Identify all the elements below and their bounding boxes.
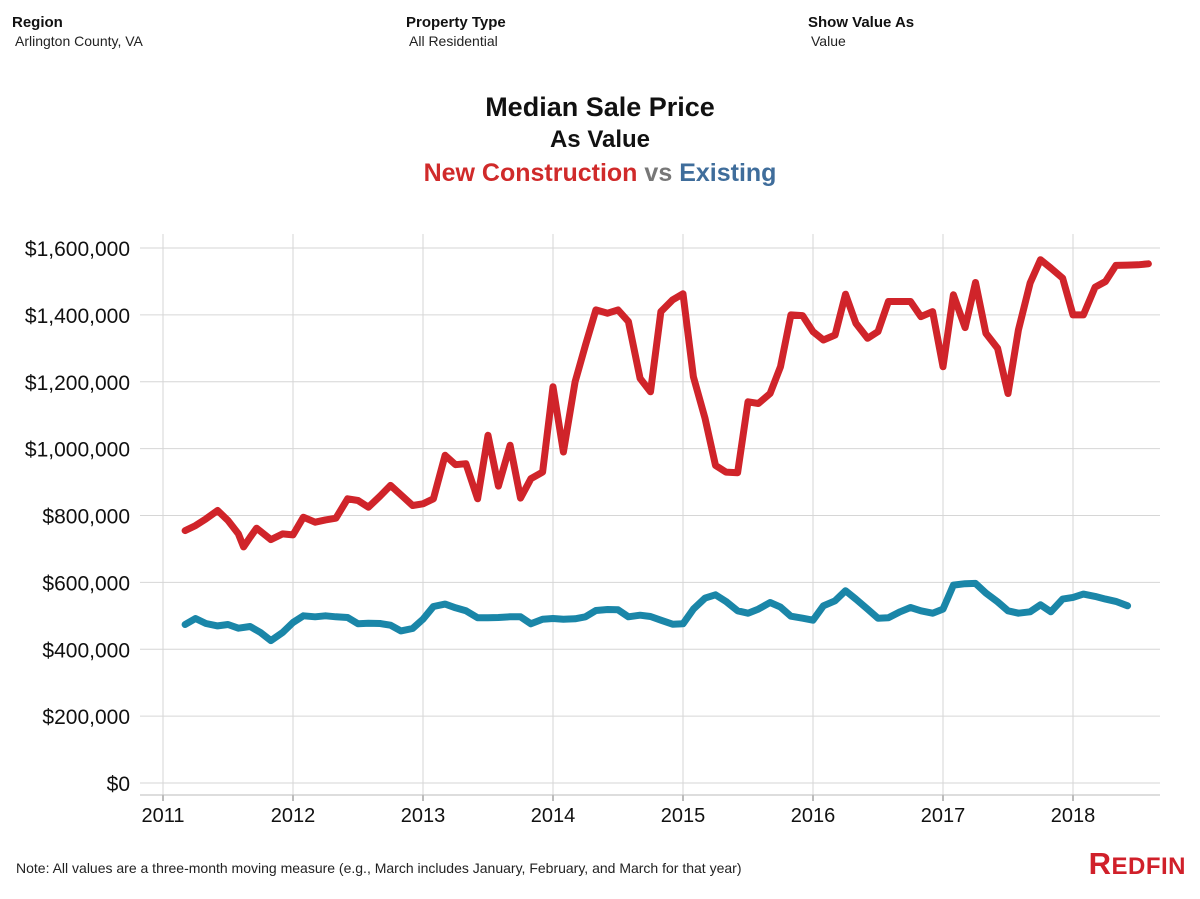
x-tick-label: 2011 — [141, 805, 184, 827]
y-tick-label: $400,000 — [42, 639, 130, 662]
footnote: Note: All values are a three-month movin… — [16, 860, 742, 876]
x-tick-label: 2018 — [1051, 805, 1096, 827]
y-tick-label: $800,000 — [42, 506, 130, 529]
filter-show-value-as-value[interactable]: Value — [811, 33, 846, 49]
redfin-logo: REDFIN — [1088, 846, 1186, 881]
filter-region-value[interactable]: Arlington County, VA — [15, 33, 143, 49]
filter-property-type-value[interactable]: All Residential — [409, 33, 498, 49]
x-tick-label: 2015 — [661, 805, 706, 827]
series-line-new-construction — [181, 256, 1152, 551]
x-tick-label: 2017 — [921, 805, 966, 827]
series-line-existing — [181, 579, 1132, 645]
chart-axes: $0 $200,000 $400,000 $600,000 $800,000 $1,000… — [25, 238, 1160, 827]
y-tick-label: $1,000,000 — [25, 439, 130, 462]
y-tick-label: $600,000 — [42, 572, 130, 595]
filter-region-label: Region — [12, 14, 63, 31]
filter-property-type[interactable]: Property Type All Residential — [406, 14, 506, 50]
legend-new-construction: New Construction — [423, 159, 638, 187]
y-tick-label: $200,000 — [42, 706, 130, 729]
y-tick-label: $1,600,000 — [25, 238, 130, 261]
filter-property-type-label: Property Type — [406, 14, 506, 31]
chart-series — [181, 256, 1152, 645]
filter-show-value-as[interactable]: Show Value As Value — [808, 14, 914, 50]
legend-vs: vs — [644, 159, 673, 187]
x-tick-label: 2016 — [791, 805, 836, 827]
series-legend-title: New Construction vs Existing — [0, 156, 1200, 190]
y-tick-label: $1,200,000 — [25, 372, 130, 395]
chart-title: Median Sale Price — [485, 92, 715, 122]
chart-titles: Median Sale Price As Value New Construct… — [0, 90, 1200, 190]
chart-grid — [140, 234, 1160, 795]
legend-existing: Existing — [679, 159, 777, 187]
x-tick-label: 2014 — [531, 805, 576, 827]
filter-show-value-as-label: Show Value As — [808, 14, 915, 31]
y-tick-label: $1,400,000 — [25, 305, 130, 328]
x-tick-label: 2013 — [401, 805, 446, 827]
filter-region[interactable]: Region Arlington County, VA — [12, 14, 143, 50]
x-tick-label: 2012 — [271, 805, 316, 827]
chart-subtitle: As Value — [549, 126, 651, 153]
y-tick-label: $0 — [107, 773, 130, 796]
